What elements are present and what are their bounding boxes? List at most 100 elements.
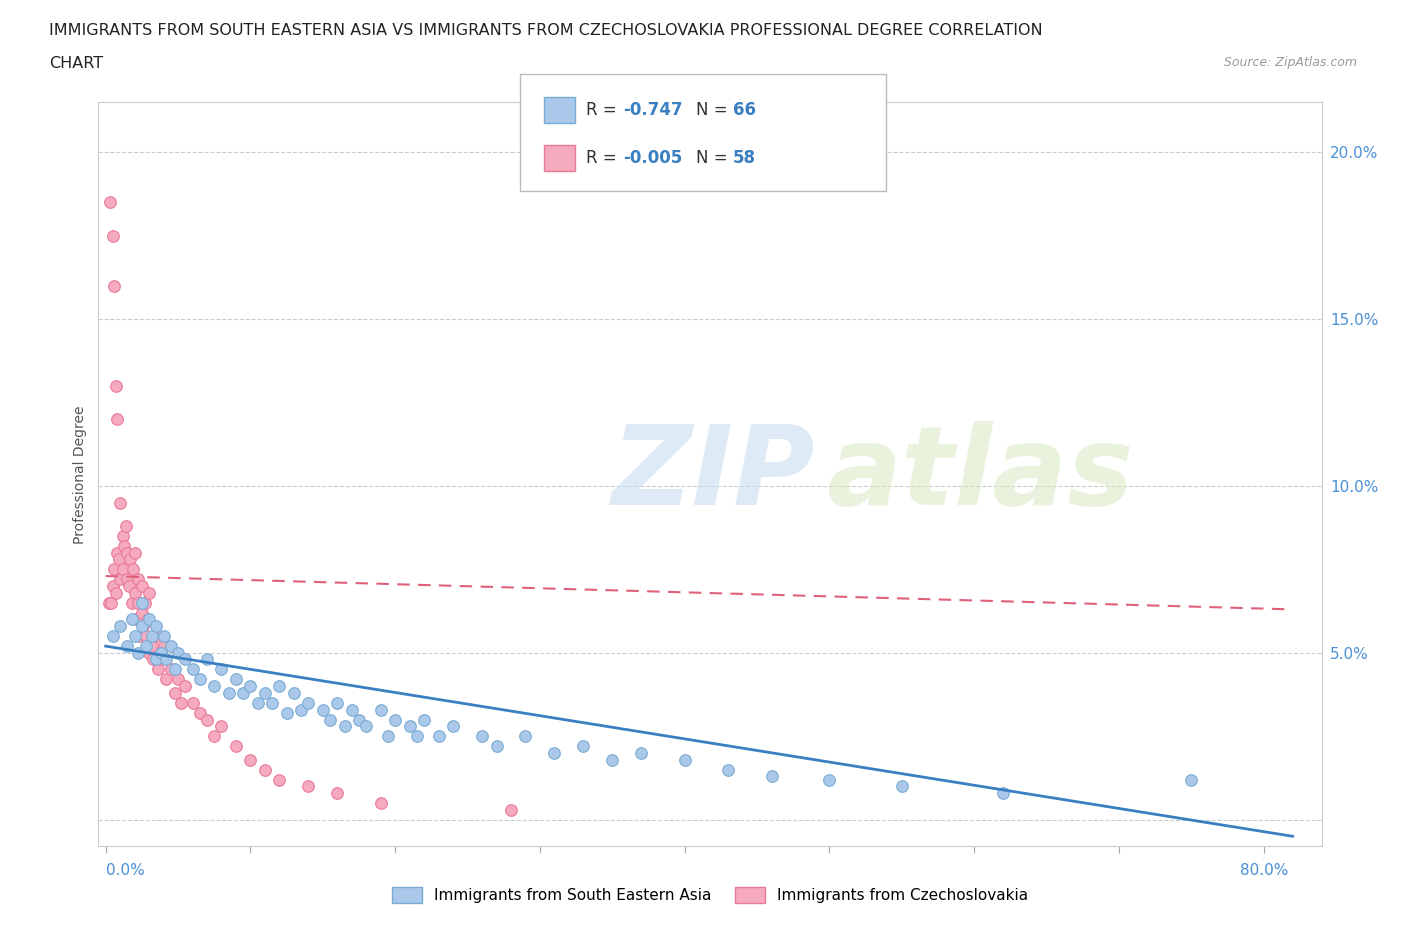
Immigrants from South Eastern Asia xyxy=(333,719,356,734)
Text: R =: R = xyxy=(586,149,623,167)
Immigrants from South Eastern Asia xyxy=(290,702,312,717)
Immigrants from Czechoslovakia xyxy=(105,545,128,560)
Text: 58: 58 xyxy=(733,149,755,167)
Immigrants from Czechoslovakia xyxy=(108,495,131,510)
Immigrants from Czechoslovakia xyxy=(121,595,143,610)
Text: 0.0%: 0.0% xyxy=(105,863,145,878)
Immigrants from Czechoslovakia xyxy=(131,578,153,593)
Immigrants from Czechoslovakia xyxy=(253,762,276,777)
Immigrants from Czechoslovakia xyxy=(124,585,146,600)
Immigrants from Czechoslovakia xyxy=(104,585,127,600)
Immigrants from Czechoslovakia xyxy=(174,679,197,694)
Immigrants from Czechoslovakia xyxy=(136,612,159,627)
Immigrants from Czechoslovakia xyxy=(170,696,193,711)
Text: ZIP: ZIP xyxy=(612,420,815,528)
Immigrants from South Eastern Asia xyxy=(202,679,225,694)
Immigrants from South Eastern Asia xyxy=(515,729,537,744)
Immigrants from South Eastern Asia xyxy=(141,629,163,644)
Immigrants from Czechoslovakia xyxy=(97,595,120,610)
Immigrants from South Eastern Asia xyxy=(283,685,305,700)
Immigrants from South Eastern Asia xyxy=(354,719,377,734)
Immigrants from Czechoslovakia xyxy=(128,629,150,644)
Immigrants from South Eastern Asia xyxy=(195,652,218,667)
Immigrants from South Eastern Asia xyxy=(312,702,335,717)
Text: N =: N = xyxy=(696,149,733,167)
Immigrants from South Eastern Asia xyxy=(377,729,399,744)
Immigrants from Czechoslovakia xyxy=(326,786,349,801)
Immigrants from South Eastern Asia xyxy=(253,685,276,700)
Immigrants from Czechoslovakia xyxy=(202,729,225,744)
Immigrants from Czechoslovakia xyxy=(122,562,145,577)
Immigrants from Czechoslovakia xyxy=(127,572,149,587)
Immigrants from South Eastern Asia xyxy=(174,652,197,667)
Immigrants from South Eastern Asia xyxy=(218,685,240,700)
Immigrants from South Eastern Asia xyxy=(269,679,291,694)
Immigrants from Czechoslovakia xyxy=(107,551,129,566)
Immigrants from Czechoslovakia xyxy=(132,618,155,633)
Immigrants from South Eastern Asia xyxy=(127,645,149,660)
Immigrants from South Eastern Asia xyxy=(138,612,160,627)
Immigrants from South Eastern Asia xyxy=(211,662,233,677)
Immigrants from Czechoslovakia xyxy=(146,662,169,677)
Immigrants from South Eastern Asia xyxy=(145,618,167,633)
Immigrants from South Eastern Asia xyxy=(890,778,912,793)
Immigrants from South Eastern Asia xyxy=(246,696,269,711)
Immigrants from South Eastern Asia xyxy=(630,746,652,761)
Immigrants from Czechoslovakia xyxy=(188,706,211,721)
Immigrants from South Eastern Asia xyxy=(1180,772,1202,787)
Immigrants from Czechoslovakia xyxy=(125,612,148,627)
Immigrants from South Eastern Asia xyxy=(384,712,406,727)
Immigrants from South Eastern Asia xyxy=(239,679,262,694)
Immigrants from Czechoslovakia xyxy=(211,719,233,734)
Text: -0.747: -0.747 xyxy=(623,100,682,119)
Text: 80.0%: 80.0% xyxy=(1240,863,1288,878)
Immigrants from South Eastern Asia xyxy=(347,712,370,727)
Immigrants from South Eastern Asia xyxy=(297,696,319,711)
Immigrants from South Eastern Asia xyxy=(427,729,450,744)
Immigrants from Czechoslovakia xyxy=(101,578,124,593)
Immigrants from Czechoslovakia xyxy=(134,595,156,610)
Immigrants from Czechoslovakia xyxy=(118,578,141,593)
Immigrants from South Eastern Asia xyxy=(124,629,146,644)
Text: -0.005: -0.005 xyxy=(623,149,682,167)
Immigrants from South Eastern Asia xyxy=(167,645,190,660)
Text: R =: R = xyxy=(586,100,623,119)
Immigrants from South Eastern Asia xyxy=(398,719,420,734)
Immigrants from Czechoslovakia xyxy=(117,545,139,560)
Immigrants from Czechoslovakia xyxy=(124,545,146,560)
Immigrants from Czechoslovakia xyxy=(225,738,247,753)
Immigrants from Czechoslovakia xyxy=(159,662,181,677)
Immigrants from Czechoslovakia xyxy=(120,551,142,566)
Immigrants from South Eastern Asia xyxy=(101,629,124,644)
Immigrants from Czechoslovakia xyxy=(112,528,135,543)
Immigrants from Czechoslovakia xyxy=(117,572,139,587)
Text: atlas: atlas xyxy=(827,420,1133,528)
Immigrants from Czechoslovakia xyxy=(297,778,319,793)
Immigrants from Czechoslovakia xyxy=(98,195,121,210)
Immigrants from Czechoslovakia xyxy=(100,595,122,610)
Immigrants from South Eastern Asia xyxy=(108,618,131,633)
Immigrants from South Eastern Asia xyxy=(485,738,508,753)
Immigrants from South Eastern Asia xyxy=(717,762,740,777)
Immigrants from South Eastern Asia xyxy=(441,719,464,734)
Immigrants from Czechoslovakia xyxy=(112,562,135,577)
Immigrants from South Eastern Asia xyxy=(406,729,429,744)
Immigrants from South Eastern Asia xyxy=(673,752,696,767)
Immigrants from South Eastern Asia xyxy=(413,712,436,727)
Text: IMMIGRANTS FROM SOUTH EASTERN ASIA VS IMMIGRANTS FROM CZECHOSLOVAKIA PROFESSIONA: IMMIGRANTS FROM SOUTH EASTERN ASIA VS IM… xyxy=(49,23,1043,38)
Immigrants from Czechoslovakia xyxy=(167,672,190,687)
Immigrants from South Eastern Asia xyxy=(121,612,143,627)
Immigrants from South Eastern Asia xyxy=(262,696,284,711)
Immigrants from South Eastern Asia xyxy=(340,702,363,717)
Immigrants from South Eastern Asia xyxy=(117,639,139,654)
Immigrants from Czechoslovakia xyxy=(499,803,522,817)
Immigrants from South Eastern Asia xyxy=(152,629,174,644)
Immigrants from South Eastern Asia xyxy=(991,786,1014,801)
Immigrants from Czechoslovakia xyxy=(127,595,149,610)
Y-axis label: Professional Degree: Professional Degree xyxy=(73,405,87,543)
Immigrants from South Eastern Asia xyxy=(572,738,595,753)
Immigrants from Czechoslovakia xyxy=(195,712,218,727)
Immigrants from South Eastern Asia xyxy=(165,662,187,677)
Immigrants from South Eastern Asia xyxy=(131,595,153,610)
Immigrants from Czechoslovakia xyxy=(152,639,174,654)
